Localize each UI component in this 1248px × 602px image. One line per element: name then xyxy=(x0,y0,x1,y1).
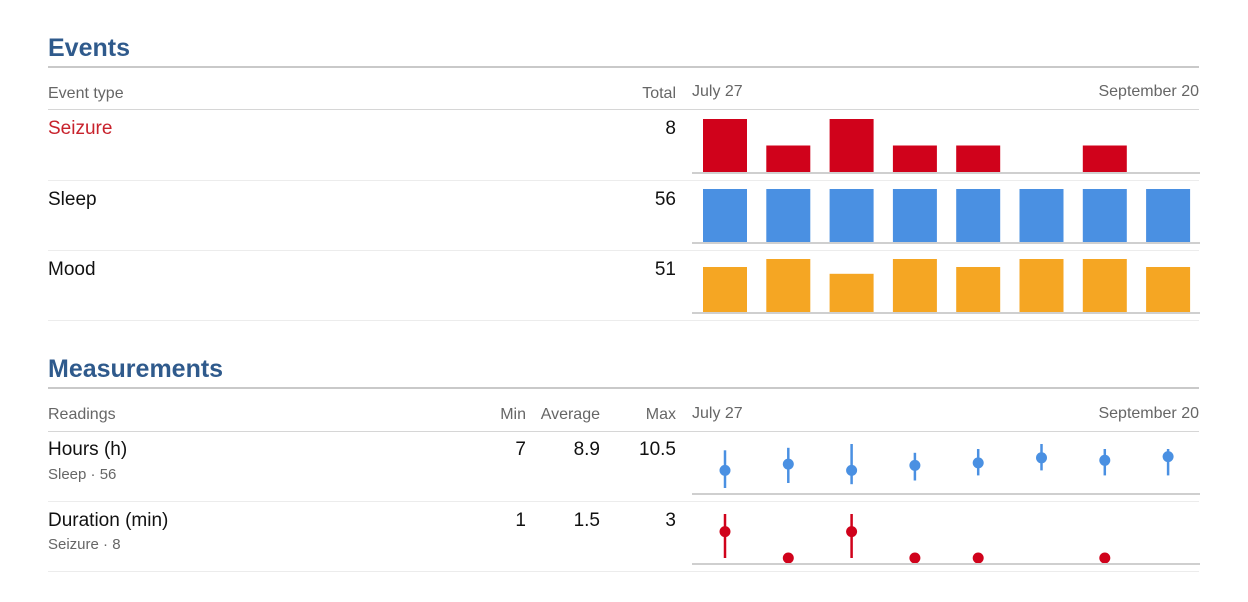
average-point[interactable] xyxy=(782,458,794,470)
event-type-header: Event type xyxy=(48,85,124,102)
sleep-bar[interactable] xyxy=(703,189,747,242)
mood-bar[interactable] xyxy=(1082,259,1127,312)
duration-min-value: 1 xyxy=(515,510,526,531)
event-row-sleep-total: 56 xyxy=(654,189,676,210)
average-point[interactable] xyxy=(1099,454,1111,466)
row-divider xyxy=(48,501,1199,502)
mood-bar[interactable] xyxy=(703,267,747,312)
average-point[interactable] xyxy=(1036,452,1047,464)
hours-max-value: 10.5 xyxy=(639,439,676,460)
seizure-bar[interactable] xyxy=(1082,145,1127,173)
readings-header: Readings xyxy=(48,406,116,423)
seizure-bar[interactable] xyxy=(766,145,811,173)
events-date-end: September 20 xyxy=(1098,83,1199,100)
duration-average-value: 1.5 xyxy=(573,510,600,531)
seizure-bar[interactable] xyxy=(956,145,1001,173)
row-divider xyxy=(48,571,1199,572)
event-row-seizure-label[interactable]: Seizure xyxy=(48,118,113,139)
sleep-bar[interactable] xyxy=(1082,189,1127,242)
seizure-bar[interactable] xyxy=(829,119,874,172)
event-row-mood-label[interactable]: Mood xyxy=(48,259,96,280)
row-divider xyxy=(48,180,1199,181)
events-title: Events xyxy=(48,34,130,62)
events-header-rule xyxy=(48,109,1199,110)
sleep-bar[interactable] xyxy=(892,189,937,242)
hours-min-value: 7 xyxy=(515,439,526,460)
measurement-row-duration-label[interactable]: Duration (min) xyxy=(48,510,169,531)
measurements-date-start: July 27 xyxy=(692,405,743,422)
total-header: Total xyxy=(642,85,676,102)
sleep-event-chart xyxy=(692,189,1200,244)
duration-max-value: 3 xyxy=(665,510,676,531)
measurement-row-hours-label[interactable]: Hours (h) xyxy=(48,439,128,460)
seizure-bar[interactable] xyxy=(892,145,937,173)
event-row-mood-total: 51 xyxy=(654,259,676,280)
average-point[interactable] xyxy=(719,526,731,538)
average-point[interactable] xyxy=(909,552,921,564)
row-divider xyxy=(48,320,1199,321)
measurements-date-end: September 20 xyxy=(1098,405,1199,422)
hours-measurement-chart xyxy=(692,444,1200,495)
average-point[interactable] xyxy=(1099,552,1111,564)
mood-event-chart xyxy=(692,259,1200,314)
mood-bar[interactable] xyxy=(1019,259,1064,312)
events-title-rule xyxy=(48,66,1199,68)
average-header: Average xyxy=(540,406,600,423)
mood-bar[interactable] xyxy=(892,259,937,312)
sleep-bar[interactable] xyxy=(1019,189,1064,242)
mood-bar[interactable] xyxy=(766,259,811,312)
mood-bar[interactable] xyxy=(829,273,874,312)
mood-bar[interactable] xyxy=(956,267,1001,312)
average-point[interactable] xyxy=(846,464,858,476)
average-point[interactable] xyxy=(719,464,731,476)
hours-average-value: 8.9 xyxy=(573,439,600,460)
event-row-sleep-label[interactable]: Sleep xyxy=(48,189,97,210)
seizure-event-chart xyxy=(692,119,1200,174)
sleep-bar[interactable] xyxy=(829,189,874,242)
sleep-bar[interactable] xyxy=(766,189,811,242)
measurements-title: Measurements xyxy=(48,355,224,383)
events-date-start: July 27 xyxy=(692,83,743,100)
average-point[interactable] xyxy=(1162,451,1174,463)
duration-measurement-chart xyxy=(692,514,1200,565)
average-point[interactable] xyxy=(909,459,921,471)
average-point[interactable] xyxy=(846,526,858,538)
mood-bar[interactable] xyxy=(1146,267,1191,312)
average-point[interactable] xyxy=(972,552,984,564)
min-header: Min xyxy=(500,406,526,423)
event-row-seizure-total: 8 xyxy=(665,118,676,139)
measurements-header-rule xyxy=(48,431,1199,432)
measurement-row-hours-sublabel: Sleep · 56 xyxy=(48,466,117,483)
seizure-bar[interactable] xyxy=(703,119,747,172)
sleep-bar[interactable] xyxy=(956,189,1001,242)
sleep-bar[interactable] xyxy=(1146,189,1191,242)
average-point[interactable] xyxy=(972,457,984,469)
measurement-row-duration-sublabel: Seizure · 8 xyxy=(48,536,121,553)
measurements-title-rule xyxy=(48,387,1199,389)
average-point[interactable] xyxy=(782,552,794,564)
max-header: Max xyxy=(645,406,676,423)
row-divider xyxy=(48,250,1199,251)
